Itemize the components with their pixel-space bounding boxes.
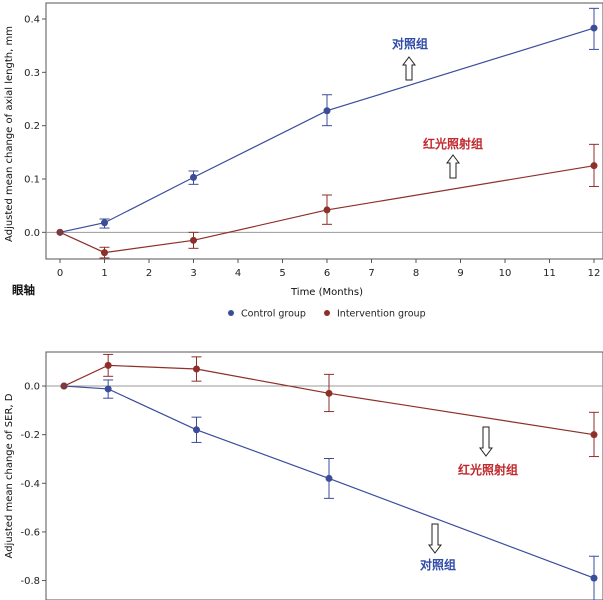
annotation-intervention-label: 红光照射组 — [458, 462, 518, 477]
top-y-axis: 0.0 0.1 0.2 0.3 0.4 — [24, 15, 46, 239]
watermark-right: 法律故事在线 — [478, 574, 556, 589]
data-point-control — [323, 107, 331, 115]
data-point-intervention — [590, 431, 598, 439]
data-point-control — [190, 173, 197, 181]
data-point-intervention — [190, 236, 197, 244]
legend-label-control: Control group — [241, 309, 306, 320]
annotation-intervention-label: 红光照射组 — [423, 136, 483, 151]
y-tick-label: 0.4 — [24, 15, 40, 26]
x-tick-label: 3 — [190, 268, 196, 279]
top-y-axis-title: Adjusted mean change of axial length, mm — [4, 26, 15, 242]
data-point-control — [590, 24, 598, 32]
data-point-intervention — [325, 389, 333, 397]
top-plot-frame — [45, 2, 603, 260]
x-tick-label: 2 — [146, 268, 152, 279]
x-tick-label: 0 — [57, 268, 63, 279]
data-point-intervention — [323, 206, 331, 214]
annotation-control-label: 对照组 — [392, 36, 428, 51]
y-tick-label: -0.2 — [20, 430, 40, 441]
annotation-control-label: 对照组 — [420, 557, 456, 572]
legend-marker-intervention — [324, 310, 330, 316]
x-tick-label: 8 — [413, 268, 419, 279]
arrow-down-icon — [479, 426, 493, 457]
arrow-down-icon — [428, 523, 442, 554]
y-tick-label: 0.3 — [24, 68, 40, 79]
y-tick-label: -0.4 — [20, 479, 40, 490]
y-tick-label: 0.2 — [24, 121, 40, 132]
bottom-y-axis-title: Adjusted mean change of SER, D — [4, 393, 15, 558]
y-tick-label: 0.0 — [24, 228, 40, 239]
axial-length-chart: 0.00.10.20.30.4 0 1 2 3 4 5 6 7 8 9 10 11 12 Adjuste… — [4, 2, 603, 298]
top-series-layer — [56, 7, 599, 259]
y-tick-label: -0.8 — [20, 576, 40, 587]
axial-side-label: 眼轴 — [12, 283, 35, 297]
x-tick-label: 1 — [101, 268, 107, 279]
data-point-control — [104, 385, 112, 393]
data-point-control — [325, 474, 333, 482]
y-tick-label: -0.6 — [20, 527, 40, 538]
x-tick-label: 7 — [368, 268, 374, 279]
data-point-control — [193, 426, 200, 434]
data-point-control — [590, 574, 598, 582]
arrow-up-icon — [446, 154, 460, 179]
legend-label-intervention: Intervention group — [337, 309, 426, 320]
data-point-intervention — [104, 361, 112, 369]
x-tick-label: 6 — [324, 268, 330, 279]
bottom-series-layer — [60, 353, 599, 600]
bottom-y-axis: 0.0 -0.2 -0.4 -0.6 -0.8 — [20, 382, 46, 587]
x-tick-label: 5 — [279, 268, 285, 279]
watermark-left: 网易号 — [404, 574, 443, 589]
x-tick-label: 10 — [499, 268, 512, 279]
data-point-intervention — [193, 365, 200, 373]
y-tick-label: 0.1 — [24, 175, 40, 186]
data-point-intervention — [56, 228, 64, 236]
top-x-axis-title: Time (Months) — [290, 287, 363, 298]
data-point-control — [60, 382, 68, 390]
ser-chart: 0.0 -0.2 -0.4 -0.6 -0.8 Adjusted mean change… — [4, 351, 603, 600]
top-x-axis: 0 1 2 3 4 5 6 7 8 9 10 11 12 — [57, 259, 601, 279]
data-point-intervention — [590, 162, 598, 170]
y-tick-label: 0.0 — [24, 382, 40, 393]
x-tick-label: 12 — [588, 268, 601, 279]
x-tick-label: 11 — [543, 268, 556, 279]
bottom-plot-frame — [45, 351, 603, 600]
x-tick-label: 4 — [235, 268, 241, 279]
data-point-control — [101, 219, 108, 227]
legend: Control group Intervention group — [228, 309, 426, 320]
arrow-up-icon — [402, 56, 416, 81]
data-point-intervention — [101, 249, 108, 257]
x-tick-label: 9 — [457, 268, 463, 279]
watermark: 网易号 法律故事在线 — [404, 573, 556, 589]
legend-marker-control — [228, 310, 234, 316]
